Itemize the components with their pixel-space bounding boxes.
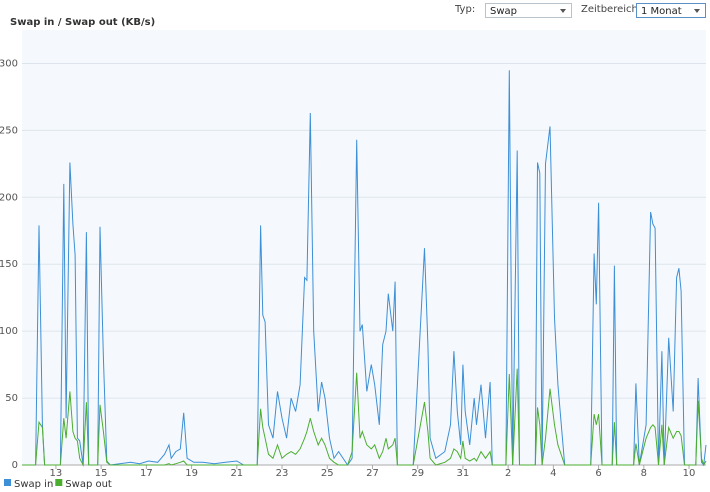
x-tick-label: 6	[595, 468, 601, 479]
type-label: Typ:	[455, 4, 476, 15]
y-tick-label: 100	[0, 326, 18, 337]
x-tick-label: 31	[457, 468, 470, 479]
x-tick-label: 15	[95, 468, 108, 479]
y-tick-label: 250	[0, 125, 18, 136]
y-tick-label: 150	[0, 259, 18, 270]
legend-label: Swap out	[65, 479, 112, 490]
x-tick-label: 29	[411, 468, 424, 479]
x-tick-label: 8	[641, 468, 647, 479]
x-tick-label: 21	[230, 468, 243, 479]
x-tick-label: 27	[366, 468, 379, 479]
legend-swatch	[55, 479, 63, 486]
x-tick-label: 25	[321, 468, 334, 479]
x-tick-label: 13	[50, 468, 63, 479]
plot-area	[22, 30, 706, 465]
legend-label: Swap in	[14, 479, 53, 490]
range-select[interactable]: 1 Monat	[636, 3, 706, 18]
x-tick-label: 4	[550, 468, 556, 479]
type-select[interactable]: Swap	[485, 3, 572, 18]
x-tick-label: 19	[185, 468, 198, 479]
series-line	[22, 70, 707, 467]
y-tick-label: 300	[0, 58, 18, 69]
x-tick-label: 2	[505, 468, 511, 479]
y-tick-label: 50	[5, 393, 18, 404]
x-tick-label: 23	[276, 468, 289, 479]
y-tick-label: 200	[0, 192, 18, 203]
chart-title: Swap in / Swap out (KB/s)	[10, 17, 155, 28]
range-label: Zeitbereich:	[581, 4, 642, 15]
series-line	[22, 368, 707, 467]
legend-swatch	[4, 479, 11, 486]
x-tick-label: 10	[683, 468, 696, 479]
x-tick-label: 17	[140, 468, 153, 479]
y-tick-label: 0	[12, 460, 18, 471]
